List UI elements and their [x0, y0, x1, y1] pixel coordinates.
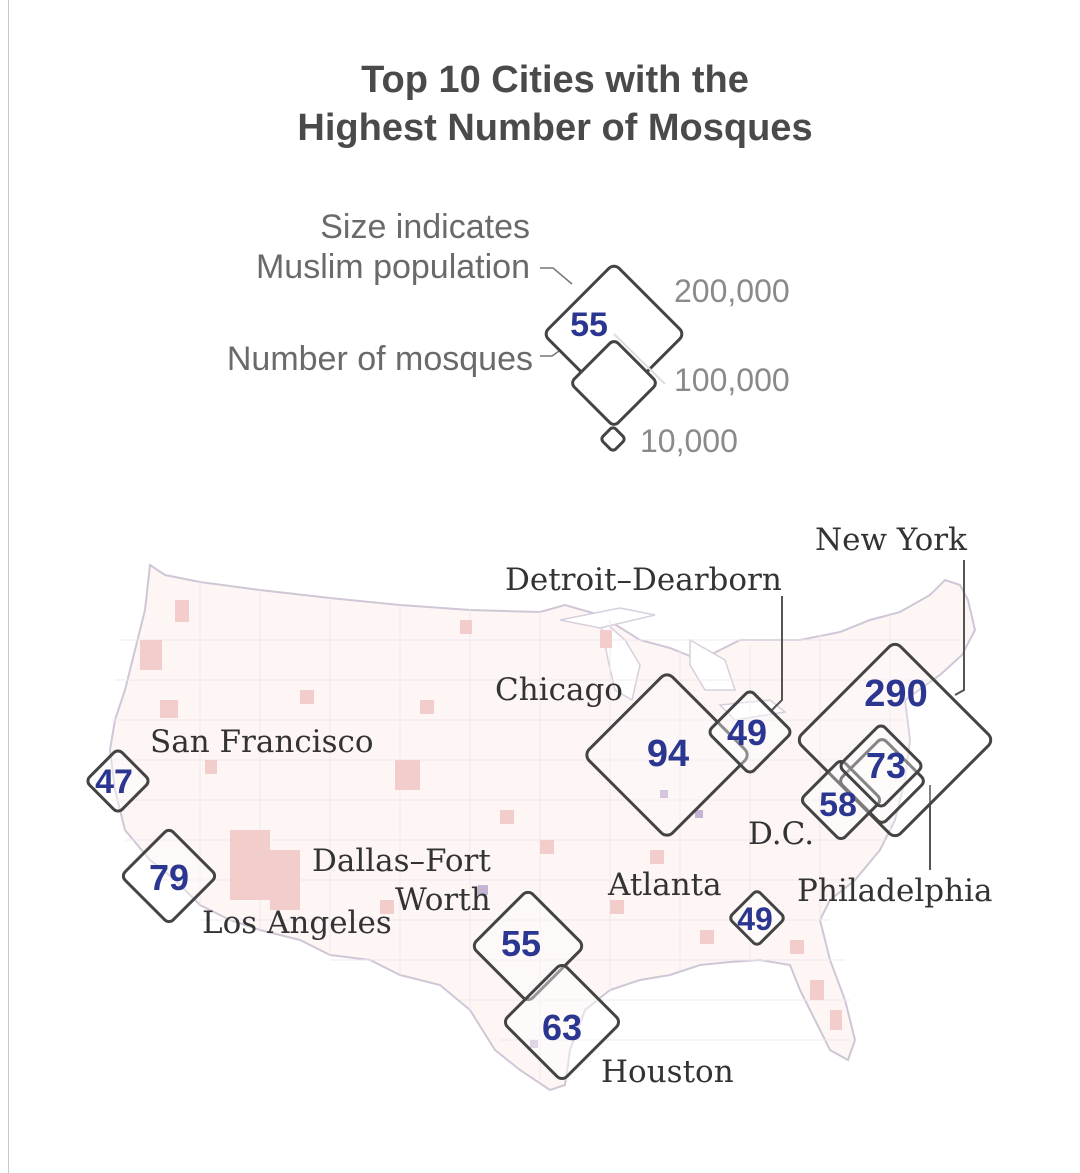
legend-sample-count: 55	[570, 306, 608, 344]
count-new-york: 290	[864, 673, 927, 715]
label-dc: D.C.	[748, 816, 814, 852]
lake-huron	[689, 638, 737, 691]
diamond-dallas	[472, 890, 584, 1002]
legend-count-label: Number of mosques	[227, 340, 533, 378]
city-labels: New York Detroit–Dearborn Chicago San Fr…	[150, 522, 992, 1090]
title-line-1: Top 10 Cities with the	[361, 59, 749, 101]
title-line-2: Highest Number of Mosques	[297, 107, 813, 149]
legend-size-label-2: Muslim population	[256, 248, 530, 286]
legend-diamond-10000	[600, 426, 626, 452]
leader-detroit	[769, 596, 783, 713]
count-chicago: 94	[647, 733, 689, 775]
county-shading-dark	[478, 790, 703, 1048]
label-dallas-line2: Worth	[395, 882, 491, 918]
diamond-philadelphia	[839, 724, 923, 808]
label-dallas-line1: Dallas–Fort	[312, 843, 491, 879]
count-philadelphia: 73	[866, 745, 906, 786]
label-atlanta: Atlanta	[607, 867, 722, 903]
count-atlanta: 49	[737, 901, 773, 937]
legend-diamond-100000	[571, 340, 657, 426]
count-dc: 58	[819, 786, 857, 824]
label-new-york: New York	[815, 522, 967, 558]
label-philadelphia: Philadelphia	[797, 873, 992, 909]
diamond-san-francisco	[86, 749, 150, 813]
leader-lines	[769, 560, 965, 870]
city-markers	[86, 642, 993, 1080]
legend-guide	[613, 333, 666, 385]
chart-title: Top 10 Cities with the Highest Number of…	[0, 56, 1080, 152]
diamond-philadelphia-back	[839, 738, 925, 824]
legend-size-label-1: Size indicates	[320, 208, 530, 246]
label-san-francisco: San Francisco	[150, 724, 374, 760]
label-chicago: Chicago	[495, 672, 623, 708]
legend-tick-10000: 10,000	[640, 423, 738, 459]
leader-new-york	[954, 560, 965, 696]
legend-size-leader	[540, 267, 573, 285]
diamond-detroit	[708, 690, 792, 774]
legend-tick-200000: 200,000	[674, 273, 790, 309]
label-houston: Houston	[601, 1054, 734, 1090]
county-shading	[140, 600, 842, 1030]
count-san-francisco: 47	[95, 763, 133, 801]
lake-superior	[559, 607, 656, 629]
size-legend: Size indicates Muslim population Number …	[227, 208, 790, 459]
count-detroit: 49	[727, 712, 767, 753]
diamond-atlanta	[729, 890, 785, 946]
left-rule	[8, 0, 9, 1173]
label-los-angeles: Los Angeles	[202, 905, 392, 941]
diamond-houston	[504, 964, 620, 1080]
count-houston: 63	[542, 1007, 582, 1048]
diamond-los-angeles	[121, 828, 217, 924]
legend-tick-100000: 100,000	[674, 362, 790, 398]
diamond-chicago	[585, 673, 749, 837]
count-dallas: 55	[501, 923, 541, 964]
mosque-counts: 290 94 79 73 63 58 55 49 49 47	[95, 673, 928, 1048]
count-los-angeles: 79	[149, 857, 189, 898]
label-detroit: Detroit–Dearborn	[505, 562, 782, 598]
diamond-dc	[800, 759, 882, 841]
